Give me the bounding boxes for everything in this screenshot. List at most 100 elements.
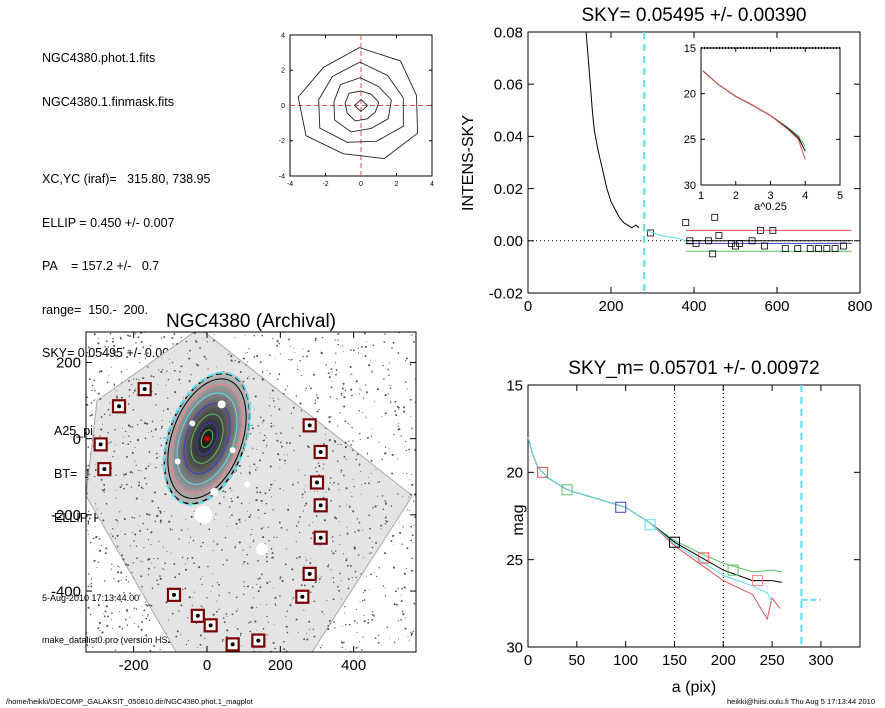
noise-speck (101, 545, 103, 547)
x-tick-label: 0 (524, 298, 532, 315)
noise-speck (276, 344, 279, 348)
noise-speck (119, 336, 122, 338)
inset-x-label: a^0.25 (754, 201, 787, 213)
noise-speck (91, 389, 93, 392)
noise-speck (270, 487, 272, 489)
data-square (806, 245, 814, 253)
noise-speck (159, 575, 161, 577)
noise-speck (259, 432, 261, 434)
noise-speck (100, 478, 103, 481)
data-square (840, 242, 847, 250)
noise-speck (265, 502, 268, 505)
noise-speck (339, 544, 341, 546)
noise-speck (297, 481, 299, 484)
noise-speck (147, 615, 149, 618)
noise-speck (300, 410, 303, 412)
noise-speck (218, 608, 220, 610)
noise-speck (184, 563, 186, 565)
noise-speck (275, 432, 277, 435)
noise-speck (273, 536, 275, 538)
masked-star (194, 505, 213, 524)
noise-speck (228, 353, 230, 355)
noise-speck (157, 507, 160, 509)
noise-speck (262, 628, 265, 630)
noise-speck (385, 520, 388, 523)
noise-speck (261, 377, 263, 379)
noise-speck (397, 428, 400, 431)
data-square (794, 245, 802, 253)
noise-speck (359, 641, 361, 643)
noise-speck (98, 371, 101, 373)
noise-speck (234, 337, 236, 339)
noise-speck (131, 571, 133, 574)
noise-speck (303, 565, 305, 567)
noise-speck (173, 350, 175, 352)
x-tick-label: 0 (203, 657, 211, 674)
noise-speck (226, 559, 228, 561)
noise-speck (135, 497, 138, 500)
noise-speck (348, 423, 350, 425)
image-field (86, 332, 413, 652)
noise-speck (239, 634, 242, 637)
noise-speck (90, 582, 93, 585)
noise-speck (348, 623, 351, 626)
noise-speck (345, 559, 348, 562)
noise-speck (175, 635, 178, 638)
x-tick-label: 100 (613, 652, 638, 669)
noise-speck (125, 609, 128, 611)
noise-speck (145, 603, 148, 606)
noise-speck (176, 630, 179, 633)
noise-speck (268, 540, 270, 542)
noise-speck (138, 469, 140, 471)
noise-speck (366, 436, 369, 439)
noise-speck (278, 408, 281, 411)
noise-speck (264, 434, 266, 437)
noise-speck (176, 342, 179, 345)
x-axis-label: a (pix) (672, 679, 716, 696)
noise-speck (259, 459, 262, 462)
noise-speck (296, 368, 299, 371)
noise-speck (413, 602, 416, 605)
noise-speck (398, 408, 400, 411)
noise-speck (261, 378, 264, 381)
noise-speck (87, 533, 89, 535)
noise-speck (123, 592, 125, 594)
noise-speck (397, 493, 399, 495)
noise-speck (159, 521, 162, 524)
noise-speck (325, 364, 328, 366)
noise-speck (384, 587, 386, 589)
y-tick-label: 30 (506, 639, 523, 656)
noise-speck (117, 571, 120, 574)
noise-speck (366, 575, 368, 577)
noise-speck (140, 560, 142, 562)
noise-speck (346, 527, 348, 529)
noise-speck (330, 416, 332, 418)
noise-speck (195, 622, 198, 625)
noise-speck (306, 638, 309, 641)
noise-speck (191, 556, 194, 559)
noise-speck (371, 427, 373, 429)
noise-speck (113, 383, 115, 385)
noise-speck (384, 394, 387, 397)
noise-speck (193, 332, 196, 335)
noise-speck (278, 521, 281, 524)
noise-speck (270, 496, 273, 498)
noise-speck (133, 389, 136, 392)
noise-speck (245, 364, 247, 367)
noise-speck (211, 585, 214, 587)
noise-speck (105, 547, 108, 550)
noise-speck (286, 529, 288, 531)
noise-speck (221, 549, 223, 551)
noise-speck (259, 491, 262, 494)
noise-speck (159, 623, 161, 625)
noise-speck (310, 387, 312, 390)
noise-speck (91, 413, 93, 416)
noise-speck (317, 462, 320, 464)
noise-speck (147, 614, 149, 616)
noise-speck (256, 491, 259, 494)
mask-box-center (102, 467, 107, 472)
noise-speck (131, 472, 134, 474)
noise-speck (243, 560, 246, 563)
noise-speck (340, 471, 342, 473)
noise-speck (391, 472, 394, 475)
